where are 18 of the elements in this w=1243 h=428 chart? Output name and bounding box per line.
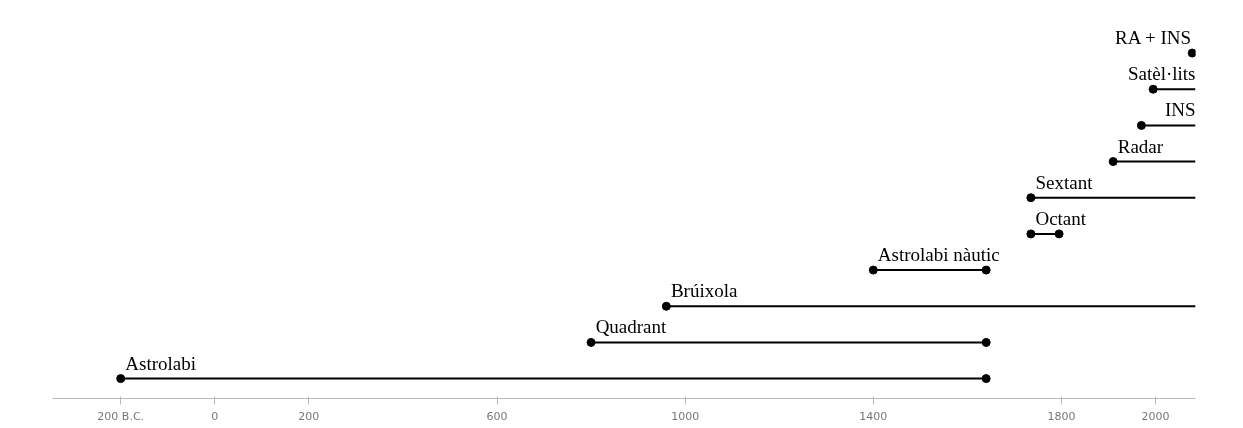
x-tick-label: 1000 [671,409,700,423]
y-tick-label: INS [1164,99,1196,121]
x-tick-label: 600 [486,409,508,423]
x-tick-label: 2000 [1141,409,1170,423]
y-tick-label: RA + INS [1114,27,1192,49]
x-tick-label: 200 [298,409,320,423]
y-tick-label: Astrolabi nàutic [877,244,1000,266]
y-tick-label: Astrolabi [125,352,196,374]
y-tick-label: Satèl·lits [1127,63,1196,85]
y-tick-label: Quadrant [595,316,668,338]
y-tick-label: Radar [1117,135,1164,157]
y-tick-label: Sextant [1035,171,1094,193]
y-tick-label: Brúixola [670,280,738,302]
x-tick-label: 200 B.C. [97,409,145,423]
x-tick-label: 1400 [859,409,888,423]
x-tick-label: 0 [211,409,219,423]
y-tick-label: Octant [1035,207,1087,229]
x-tick-label: 1800 [1047,409,1076,423]
